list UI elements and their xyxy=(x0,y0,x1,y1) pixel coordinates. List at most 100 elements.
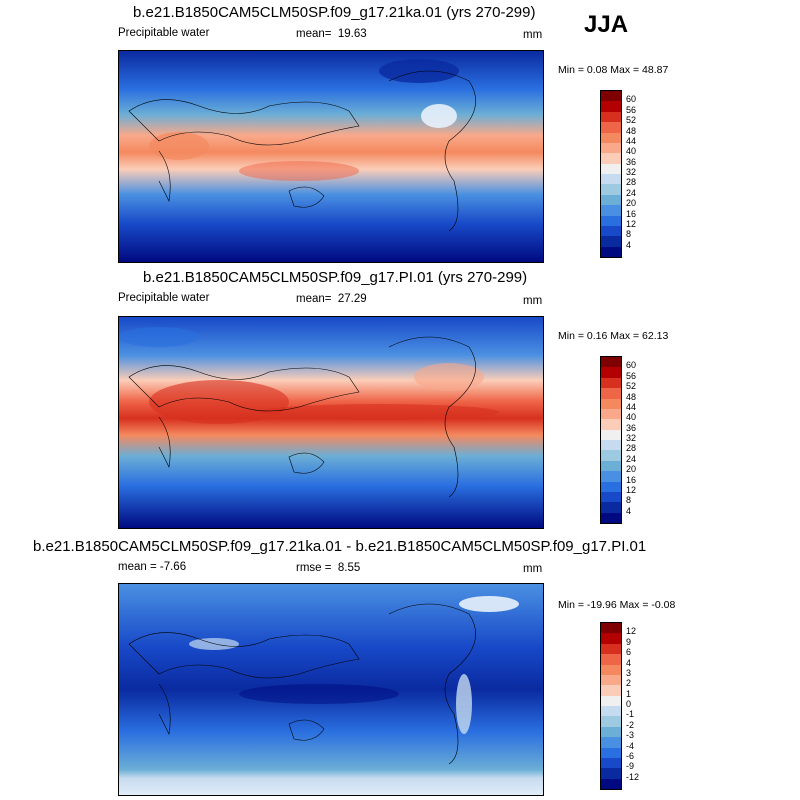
colorbar-tick-label: -1 xyxy=(626,709,635,720)
colorbar-tick-label: 24 xyxy=(626,453,637,464)
colorbar-tick-label: 60 xyxy=(626,360,637,371)
colorbar-tick-label: -12 xyxy=(626,771,640,782)
colorbar-segment xyxy=(601,768,621,779)
colorbar-tick-label: 9 xyxy=(626,636,632,647)
colorbar-segment xyxy=(601,132,621,143)
colorbar-segment xyxy=(601,184,621,195)
colorbar-segment xyxy=(601,388,621,399)
colorbar-tick-label: 0 xyxy=(626,699,632,709)
colorbar-tick-label: 56 xyxy=(626,370,637,381)
colorbar-segment xyxy=(601,357,621,368)
panel3-title: b.e21.B1850CAM5CLM50SP.f09_g17.21ka.01 -… xyxy=(33,538,647,555)
colorbar-segment xyxy=(601,633,621,644)
colorbar-segment xyxy=(601,153,621,164)
colorbar-tick-label: 20 xyxy=(626,198,637,209)
panel3-rmse-text: rmse = xyxy=(296,562,332,574)
colorbar-tick-label: -9 xyxy=(626,761,635,772)
panel1-colorbar xyxy=(600,90,622,258)
panel2-variable-label: Precipitable water xyxy=(118,292,210,304)
colorbar-segment xyxy=(601,726,621,738)
colorbar-tick-label: 32 xyxy=(626,433,637,443)
panel3-rmse-value: 8.55 xyxy=(337,562,361,574)
panel3-map xyxy=(118,583,544,796)
colorbar-segment xyxy=(601,163,621,174)
colorbar-segment xyxy=(601,408,621,420)
colorbar-tick-label: 16 xyxy=(626,208,637,219)
colorbar-segment xyxy=(601,419,621,430)
panel2-mean-text: mean= xyxy=(296,293,332,305)
colorbar-segment xyxy=(601,643,621,655)
colorbar-segment xyxy=(601,377,621,389)
panel2-title: b.e21.B1850CAM5CLM50SP.f09_g17.PI.01 (yr… xyxy=(143,269,528,286)
colorbar-tick-label: 8 xyxy=(626,229,632,240)
colorbar-tick-label: -2 xyxy=(626,719,635,730)
colorbar-tick-label: 52 xyxy=(626,381,637,392)
colorbar-tick-label: 52 xyxy=(626,115,637,126)
colorbar-tick-label: 44 xyxy=(626,401,637,412)
colorbar-tick-label: -6 xyxy=(626,750,635,761)
colorbar-tick-label: 3 xyxy=(626,667,632,678)
colorbar-tick-label: 24 xyxy=(626,187,637,198)
panel1-mean-text: mean= xyxy=(296,28,332,40)
colorbar-tick-label: 36 xyxy=(626,156,637,167)
colorbar-segment xyxy=(601,757,621,769)
colorbar-tick-label: 40 xyxy=(626,146,637,157)
colorbar-tick-label: 12 xyxy=(626,218,637,229)
colorbar-tick-label: 12 xyxy=(626,626,637,637)
panel3-rmse-label: rmse = 8.55 xyxy=(296,562,360,574)
colorbar-segment xyxy=(601,460,621,472)
panel2-mean-value: 27.29 xyxy=(337,293,367,305)
colorbar-segment xyxy=(601,512,621,523)
panel2-map xyxy=(118,316,544,529)
panel3-units: mm xyxy=(523,563,543,575)
colorbar-tick-label: 12 xyxy=(626,484,637,495)
colorbar-segment xyxy=(601,450,621,461)
panel2-units: mm xyxy=(523,295,543,307)
colorbar-segment xyxy=(601,122,621,133)
colorbar-tick-label: 36 xyxy=(626,422,637,433)
colorbar-segment xyxy=(601,225,621,237)
colorbar-tick-label: 28 xyxy=(626,177,637,188)
season-label: JJA xyxy=(584,11,629,38)
colorbar-tick-label: 56 xyxy=(626,104,637,115)
colorbar-segment xyxy=(601,194,621,206)
colorbar-segment xyxy=(601,695,621,706)
panel3-minmax: Min = -19.96 Max = -0.08 xyxy=(558,599,676,611)
panel2-mean-label: mean= 27.29 xyxy=(296,293,367,305)
panel1-variable-label: Precipitable water xyxy=(118,27,210,39)
colorbar-segment xyxy=(601,246,621,257)
colorbar-segment xyxy=(601,205,621,216)
colorbar-segment xyxy=(601,623,621,634)
panel1-map xyxy=(118,50,544,263)
colorbar-tick-label: 4 xyxy=(626,505,632,516)
panel3-mean-label: mean = -7.66 xyxy=(118,561,187,573)
colorbar-segment xyxy=(601,502,621,513)
colorbar-tick-label: 1 xyxy=(626,688,632,699)
colorbar-tick-label: 48 xyxy=(626,125,637,136)
colorbar-segment xyxy=(601,111,621,123)
colorbar-tick-label: 32 xyxy=(626,167,637,177)
colorbar-tick-label: 48 xyxy=(626,391,637,402)
colorbar-tick-label: 40 xyxy=(626,412,637,423)
colorbar-segment xyxy=(601,101,621,112)
colorbar-tick-label: 60 xyxy=(626,94,637,105)
panel2-minmax: Min = 0.16 Max = 62.13 xyxy=(558,330,669,342)
panel3-colorbar xyxy=(600,622,622,790)
colorbar-segment xyxy=(601,491,621,503)
colorbar-segment xyxy=(601,716,621,727)
colorbar-segment xyxy=(601,398,621,409)
colorbar-segment xyxy=(601,737,621,748)
colorbar-tick-label: 28 xyxy=(626,443,637,454)
colorbar-tick-label: 8 xyxy=(626,495,632,506)
colorbar-segment xyxy=(601,236,621,247)
colorbar-segment xyxy=(601,142,621,154)
colorbar-segment xyxy=(601,429,621,440)
colorbar-segment xyxy=(601,664,621,675)
colorbar-segment xyxy=(601,174,621,185)
colorbar-tick-label: 44 xyxy=(626,135,637,146)
colorbar-segment xyxy=(601,91,621,102)
panel1-title: b.e21.B1850CAM5CLM50SP.f09_g17.21ka.01 (… xyxy=(133,4,536,21)
colorbar-segment xyxy=(601,215,621,226)
colorbar-segment xyxy=(601,481,621,492)
colorbar-tick-label: 2 xyxy=(626,678,632,689)
